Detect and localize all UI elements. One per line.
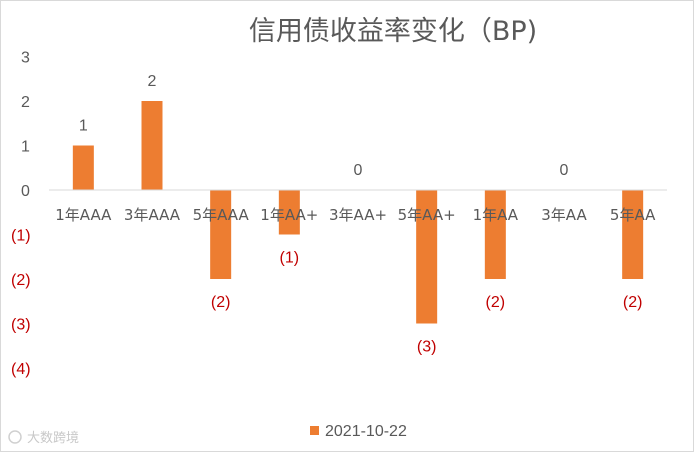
data-label: 0 <box>560 162 569 179</box>
category-label: 3年AAA <box>124 206 181 224</box>
bar <box>622 190 644 279</box>
y-tick-label: 3 <box>21 50 30 67</box>
category-label: 3年AA+ <box>329 206 387 224</box>
legend: 2021-10-22 <box>310 423 407 440</box>
watermark-text: 大数跨境 <box>27 431 79 446</box>
y-tick-label: 2 <box>21 94 30 111</box>
data-label: (3) <box>417 339 437 356</box>
chart-title: 信用债收益率变化（BP) <box>249 16 537 47</box>
bar <box>484 190 506 279</box>
legend-label: 2021-10-22 <box>325 423 407 440</box>
y-tick-label: (1) <box>11 228 31 245</box>
data-label: 2 <box>148 73 157 90</box>
bar <box>141 101 163 190</box>
watermark-logo-icon <box>8 430 22 444</box>
category-label: 5年AAA <box>193 206 250 224</box>
bars <box>72 101 644 324</box>
category-label: 1年AAA <box>55 206 112 224</box>
category-label: 1年AA <box>473 206 519 224</box>
data-label: 0 <box>354 162 363 179</box>
category-labels: 1年AAA 3年AAA 5年AAA 1年AA+ 3年AA+ 5年AA+ 1年AA 3年AA 5年… <box>55 206 656 224</box>
y-tick-label: 1 <box>21 139 30 156</box>
data-label: (2) <box>211 294 231 311</box>
y-tick-label: (3) <box>11 317 31 334</box>
data-label: (2) <box>623 294 643 311</box>
y-tick-label: 0 <box>21 183 30 200</box>
bar <box>278 190 300 235</box>
category-label: 1年AA+ <box>260 206 318 224</box>
y-axis-labels: 3 2 1 0 (1) (2) (3) (4) <box>11 50 31 379</box>
data-label: (1) <box>280 250 300 267</box>
category-label: 3年AA <box>541 206 587 224</box>
data-labels: 1 2 (2) (1) 0 (3) (2) 0 (2) <box>79 73 643 356</box>
data-label: (2) <box>486 294 506 311</box>
bar <box>72 145 94 190</box>
y-tick-label: (4) <box>11 361 31 378</box>
category-label: 5年AA+ <box>398 206 456 224</box>
watermark: 大数跨境 <box>8 430 79 446</box>
bar <box>210 190 232 279</box>
data-label: 1 <box>79 118 88 135</box>
legend-swatch <box>310 426 319 435</box>
y-tick-label: (2) <box>11 272 31 289</box>
bar <box>416 190 438 324</box>
category-label: 5年AA <box>610 206 656 224</box>
